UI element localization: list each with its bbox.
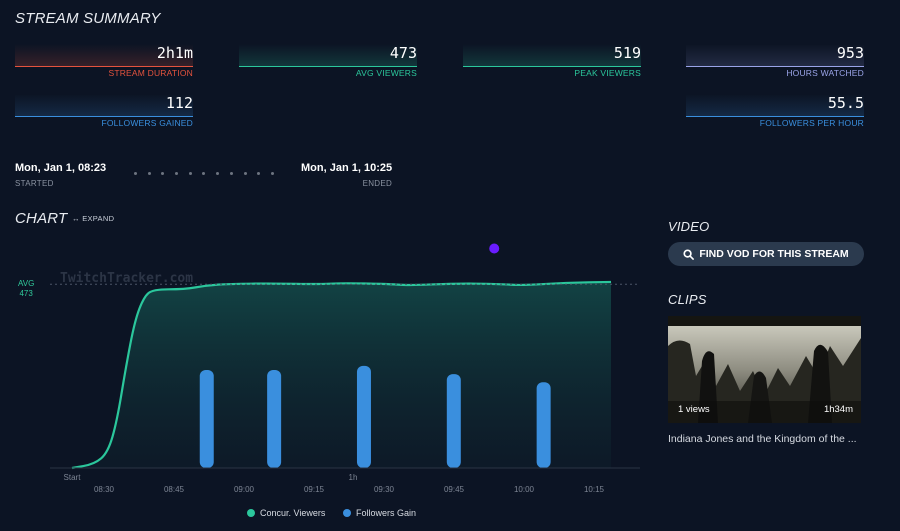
stat-label: FOLLOWERS GAINED (101, 118, 193, 128)
expand-label: EXPAND (82, 214, 115, 223)
followers-bar[interactable] (536, 382, 551, 468)
avg-label: AVG 473 (18, 279, 34, 298)
stat-value: 2h1m (156, 44, 193, 62)
stat-avg-viewers: 473 AVG VIEWERS (239, 44, 417, 78)
event-marker-dot[interactable] (489, 243, 500, 254)
x-tick-label: 09:15 (304, 485, 325, 494)
stat-followers-per-hour: 55.5 FOLLOWERS PER HOUR (686, 94, 864, 128)
x-tick-layer: Start 08:30 08:45 09:00 09:15 1h 09:30 09:45 10:… (64, 473, 605, 494)
stat-underline (15, 66, 193, 67)
clip-title-link[interactable]: Indiana Jones and the Kingdom of the ... (668, 433, 857, 445)
clip-thumbnail[interactable]: 1 views 1h34m (668, 316, 861, 423)
viewers-chart: AVG 473 TwitchTracker.com Start 08:30 08:4… (0, 236, 650, 526)
stat-underline (686, 66, 864, 67)
arrows-horizontal-icon: ↔ (72, 214, 80, 223)
stat-label: AVG VIEWERS (355, 68, 417, 78)
x-tick-label: 09:00 (234, 485, 255, 494)
clips-title: CLIPS (668, 292, 707, 307)
stat-glow (686, 44, 864, 66)
x-tick-label: 08:30 (94, 485, 115, 494)
stat-value: 55.5 (827, 94, 864, 112)
stat-value: 473 (389, 44, 417, 62)
clip-views: 1 views (678, 404, 710, 415)
legend-viewers-label: Concur. Viewers (260, 508, 326, 518)
x-tick-label: Start (64, 473, 82, 482)
clip-thumbnail-image (668, 316, 861, 423)
followers-bar-layer (199, 365, 551, 468)
find-vod-label: FIND VOD FOR THIS STREAM (699, 248, 849, 260)
stat-followers-gained: 112 FOLLOWERS GAINED (15, 94, 193, 128)
stat-label: FOLLOWERS PER HOUR (759, 118, 864, 128)
followers-bar[interactable] (446, 374, 461, 468)
stat-glow (15, 44, 193, 66)
stream-summary-title: STREAM SUMMARY (15, 10, 161, 27)
followers-bar[interactable] (267, 370, 282, 468)
avg-label-value: 473 (19, 289, 33, 298)
stat-glow (15, 94, 193, 116)
x-tick-label: 09:45 (444, 485, 465, 494)
chart-svg: TwitchTracker.com Start 08:30 08:45 09:00 09… (50, 243, 640, 518)
x-tick-label: 08:45 (164, 485, 185, 494)
end-time: Mon, Jan 1, 10:25 (301, 162, 393, 174)
end-label: ENDED (362, 179, 393, 188)
stat-glow (686, 94, 864, 116)
chart-watermark: TwitchTracker.com (60, 271, 193, 286)
x-tick-label: 09:30 (374, 485, 395, 494)
legend-followers-swatch (343, 509, 351, 517)
stat-hours-watched: 953 HOURS WATCHED (686, 44, 864, 78)
viewers-line (71, 280, 612, 470)
stat-value: 112 (165, 94, 193, 112)
find-vod-button[interactable]: FIND VOD FOR THIS STREAM (668, 242, 864, 266)
stat-glow (463, 44, 641, 66)
viewers-area-layer (71, 280, 612, 470)
avg-label-text: AVG (18, 279, 35, 288)
x-tick-label: 1h (349, 473, 358, 482)
stat-underline (239, 66, 417, 67)
stat-underline (15, 116, 193, 117)
stat-underline (686, 116, 864, 117)
search-icon (683, 248, 695, 260)
stat-glow (239, 44, 417, 66)
stream-end: Mon, Jan 1, 10:25 ENDED (301, 162, 392, 188)
expand-button[interactable]: ↔ EXPAND (72, 214, 114, 223)
start-label: STARTED (15, 179, 54, 188)
stream-start: Mon, Jan 1, 08:23 STARTED (15, 162, 106, 188)
chart-title: CHART (15, 210, 68, 227)
x-tick-label: 10:15 (584, 485, 605, 494)
stat-underline (463, 66, 641, 67)
legend-viewers-swatch (247, 509, 255, 517)
stat-label: HOURS WATCHED (786, 68, 864, 78)
start-time: Mon, Jan 1, 08:23 (15, 162, 107, 174)
stat-stream-duration: 2h1m STREAM DURATION (15, 44, 193, 78)
stat-label: STREAM DURATION (108, 68, 193, 78)
timeline-dots (134, 172, 274, 175)
video-title: VIDEO (668, 219, 710, 234)
chart-legend: Concur. Viewers Followers Gain (247, 508, 416, 518)
legend-followers-label: Followers Gain (356, 508, 416, 518)
stat-peak-viewers: 519 PEAK VIEWERS (463, 44, 641, 78)
x-tick-label: 10:00 (514, 485, 535, 494)
clip-duration: 1h34m (823, 404, 853, 415)
stat-value: 519 (613, 44, 641, 62)
followers-bar[interactable] (199, 370, 214, 468)
followers-bar[interactable] (356, 365, 371, 468)
stat-label: PEAK VIEWERS (574, 68, 641, 78)
stat-value: 953 (836, 44, 864, 62)
viewers-area-fill (72, 281, 612, 468)
